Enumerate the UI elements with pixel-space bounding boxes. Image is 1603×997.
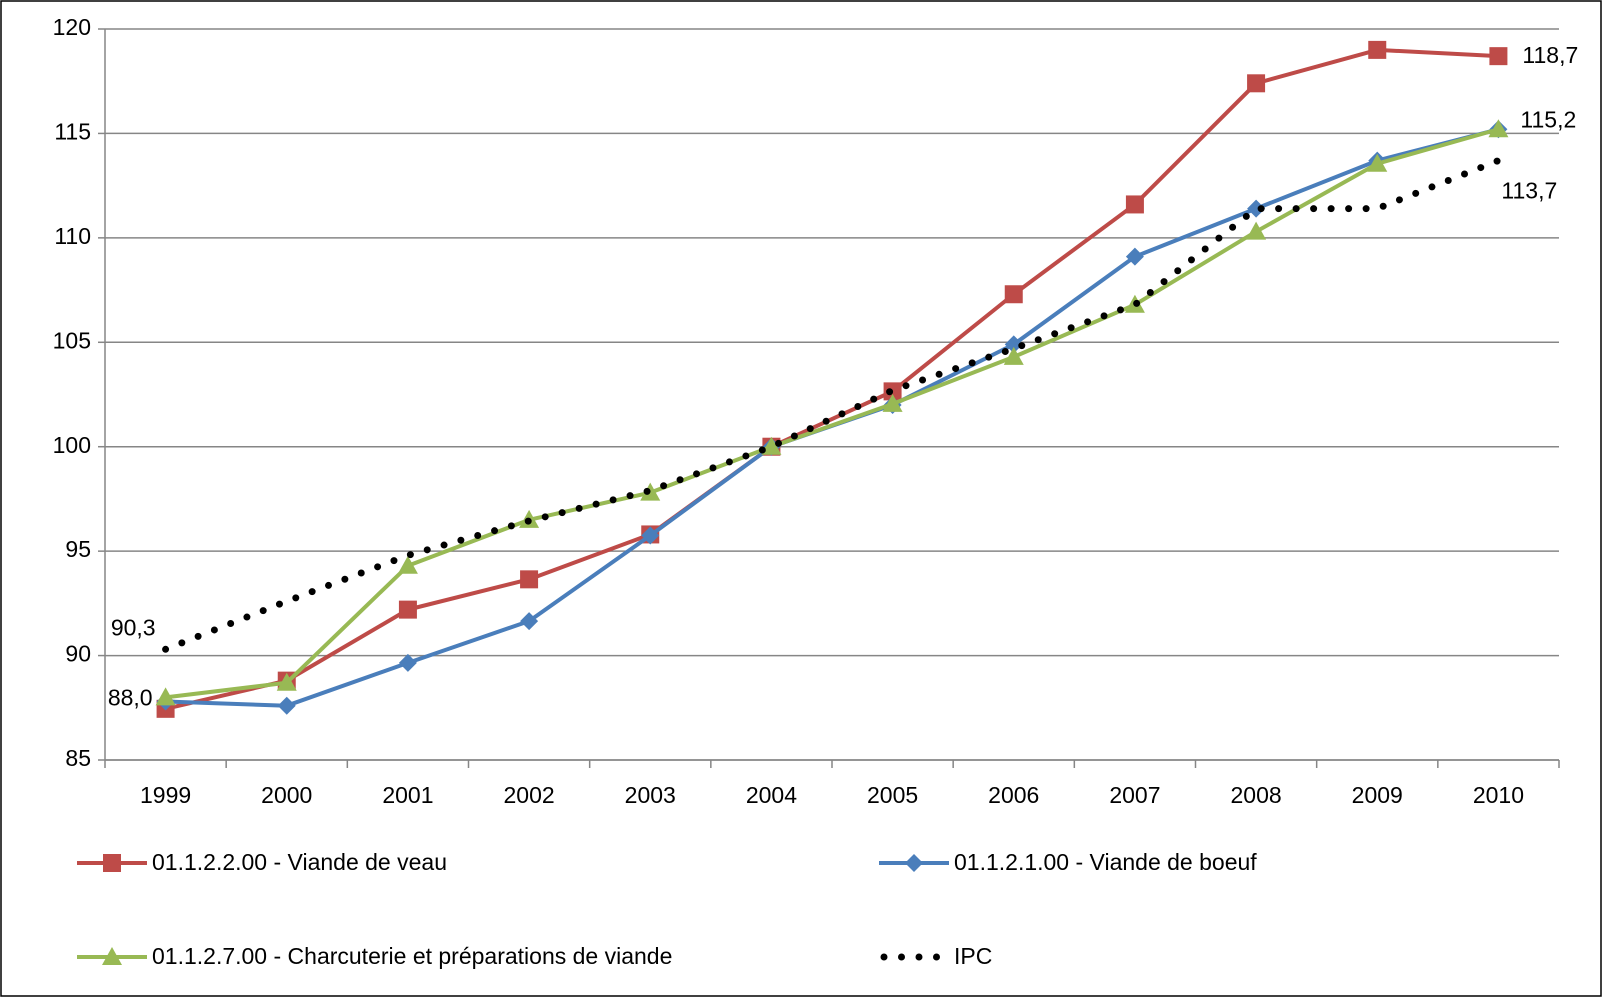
y-tick-label: 90 bbox=[65, 641, 91, 667]
x-tick-label: 2009 bbox=[1352, 782, 1403, 808]
marker-diamond bbox=[277, 696, 296, 715]
x-tick-label: 2010 bbox=[1473, 782, 1524, 808]
x-tick-label: 2002 bbox=[503, 782, 554, 808]
legend-label: IPC bbox=[954, 943, 992, 969]
marker-square bbox=[398, 600, 417, 619]
marker-triangle bbox=[397, 555, 418, 574]
marker-diamond bbox=[520, 612, 539, 631]
marker-triangle bbox=[155, 687, 176, 706]
marker-triangle bbox=[882, 393, 903, 412]
x-tick-label: 1999 bbox=[140, 782, 191, 808]
y-tick-label: 110 bbox=[54, 223, 91, 249]
marker-square bbox=[1489, 47, 1508, 66]
marker-square bbox=[1004, 285, 1023, 304]
data-label: 88,0 bbox=[108, 684, 153, 710]
x-tick-label: 2007 bbox=[1109, 782, 1160, 808]
x-tick-label: 2004 bbox=[746, 782, 797, 808]
x-tick-label: 2000 bbox=[261, 782, 312, 808]
series-line bbox=[165, 127, 1499, 700]
marker-square bbox=[103, 854, 121, 872]
x-tick-label: 2005 bbox=[867, 782, 918, 808]
marker-square bbox=[1368, 40, 1387, 59]
data-label: 113,7 bbox=[1501, 178, 1557, 204]
x-tick-label: 2003 bbox=[625, 782, 676, 808]
series-line bbox=[165, 47, 1499, 711]
legend-label: 01.1.2.7.00 - Charcuterie et préparation… bbox=[152, 943, 672, 969]
marker-diamond bbox=[398, 653, 417, 672]
marker-triangle bbox=[1246, 221, 1267, 240]
marker-diamond bbox=[641, 526, 660, 545]
marker-diamond bbox=[905, 854, 923, 872]
marker-triangle bbox=[102, 947, 122, 965]
y-tick-label: 95 bbox=[65, 536, 91, 562]
marker-triangle bbox=[761, 436, 782, 455]
x-tick-label: 2006 bbox=[988, 782, 1039, 808]
data-label: 118,7 bbox=[1522, 42, 1578, 68]
y-tick-label: 100 bbox=[53, 432, 91, 458]
marker-diamond bbox=[1125, 247, 1144, 266]
marker-diamond bbox=[1247, 199, 1266, 218]
legend-label: 01.1.2.2.00 - Viande de veau bbox=[152, 849, 447, 875]
marker-diamond bbox=[1004, 335, 1023, 354]
marker-triangle bbox=[276, 672, 297, 691]
x-tick-label: 2001 bbox=[382, 782, 433, 808]
marker-triangle bbox=[1488, 119, 1509, 138]
data-label: 115,2 bbox=[1520, 106, 1576, 132]
marker-square bbox=[1247, 74, 1266, 93]
marker-square bbox=[1125, 195, 1144, 214]
x-tick-label: 2008 bbox=[1230, 782, 1281, 808]
data-label: 90,3 bbox=[111, 614, 156, 640]
marker-triangle bbox=[1367, 153, 1388, 172]
y-tick-label: 105 bbox=[53, 327, 91, 353]
y-tick-label: 85 bbox=[65, 745, 91, 771]
marker-square bbox=[520, 570, 539, 589]
series-line bbox=[162, 157, 1502, 653]
marker-triangle bbox=[1003, 346, 1024, 365]
y-tick-label: 115 bbox=[54, 119, 91, 145]
legend-label: 01.1.2.1.00 - Viande de boeuf bbox=[954, 849, 1257, 875]
y-tick-label: 120 bbox=[53, 14, 91, 40]
